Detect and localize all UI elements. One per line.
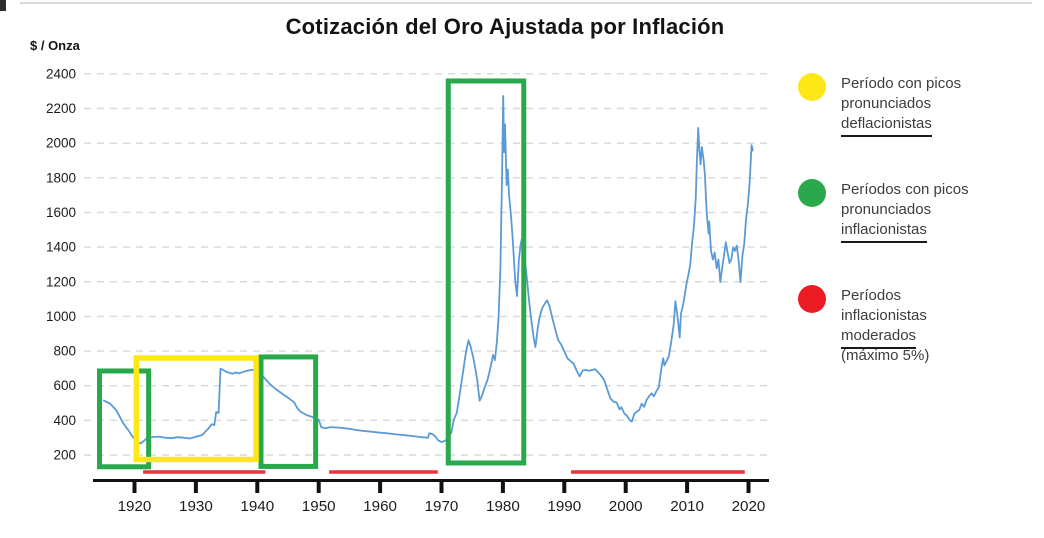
yellow-circle-icon bbox=[798, 73, 826, 101]
x-tick-label: 1960 bbox=[363, 498, 397, 515]
green-circle-icon bbox=[798, 179, 826, 207]
x-tick-label: 1980 bbox=[486, 498, 520, 515]
y-tick-label: 800 bbox=[53, 344, 76, 359]
y-tick-label: 1000 bbox=[46, 309, 76, 324]
chart-legend: Período con picos pronunciados deflacion… bbox=[798, 72, 1038, 366]
x-tick-label: 1940 bbox=[240, 498, 274, 515]
y-tick-label: 2000 bbox=[46, 136, 76, 151]
gold-price-line bbox=[102, 95, 754, 445]
legend-text-line: inflacionistas bbox=[841, 307, 927, 324]
legend-text-line: pronunciados bbox=[841, 95, 932, 112]
y-tick-label: 2200 bbox=[46, 101, 76, 116]
y-tick-label: 1600 bbox=[46, 205, 76, 220]
x-tick-label: 2000 bbox=[609, 498, 643, 515]
red-circle-icon bbox=[798, 285, 826, 313]
x-tick-label: 1990 bbox=[547, 498, 581, 515]
legend-text-line-underlined: inflacionistas bbox=[841, 220, 927, 243]
legend-text-line: (máximo 5%) bbox=[841, 347, 930, 364]
y-tick-label: 1200 bbox=[46, 274, 76, 289]
legend-item-deflationary: Período con picos pronunciados deflacion… bbox=[798, 72, 1038, 137]
legend-text-line: Períodos con picos bbox=[841, 181, 969, 198]
x-tick-label: 1920 bbox=[118, 498, 152, 515]
corner-mark bbox=[0, 0, 6, 11]
chart-title: Cotización del Oro Ajustada por Inflació… bbox=[285, 14, 725, 39]
highlight-box-green bbox=[258, 354, 319, 469]
y-tick-label: 1400 bbox=[46, 240, 76, 255]
highlight-box-yellow bbox=[133, 355, 259, 463]
highlight-box-green bbox=[445, 78, 527, 466]
y-tick-label: 2400 bbox=[46, 66, 76, 81]
y-axis-unit-label: $ / Onza bbox=[30, 38, 80, 53]
legend-item-moderate-inflation: Períodos inflacionistas moderados (máxim… bbox=[798, 284, 1038, 366]
top-divider-line bbox=[20, 2, 1032, 4]
legend-text-line-underlined: deflacionistas bbox=[841, 114, 932, 137]
y-tick-label: 1800 bbox=[46, 170, 76, 185]
y-tick-label: 600 bbox=[53, 378, 76, 393]
x-tick-label: 1950 bbox=[302, 498, 336, 515]
highlight-box-green bbox=[97, 368, 152, 470]
legend-text-line: pronunciados bbox=[841, 201, 932, 218]
legend-text-line: Período con picos bbox=[841, 75, 962, 92]
legend-item-inflationary-peaks: Períodos con picos pronunciados inflacio… bbox=[798, 178, 1038, 243]
x-tick-label: 1970 bbox=[425, 498, 459, 515]
gold-price-line-chart: 200 400 600 800 1000 1200 1400 1600 1800 2000 2200… bbox=[46, 66, 770, 515]
legend-text-line-underlined: moderados bbox=[841, 326, 917, 349]
legend-text-line: Períodos bbox=[841, 287, 902, 304]
x-tick-label: 2020 bbox=[732, 498, 766, 515]
x-tick-label: 1930 bbox=[179, 498, 213, 515]
y-tick-label: 200 bbox=[53, 448, 76, 463]
x-tick-label: 2010 bbox=[670, 498, 704, 515]
y-tick-label: 400 bbox=[53, 413, 76, 428]
